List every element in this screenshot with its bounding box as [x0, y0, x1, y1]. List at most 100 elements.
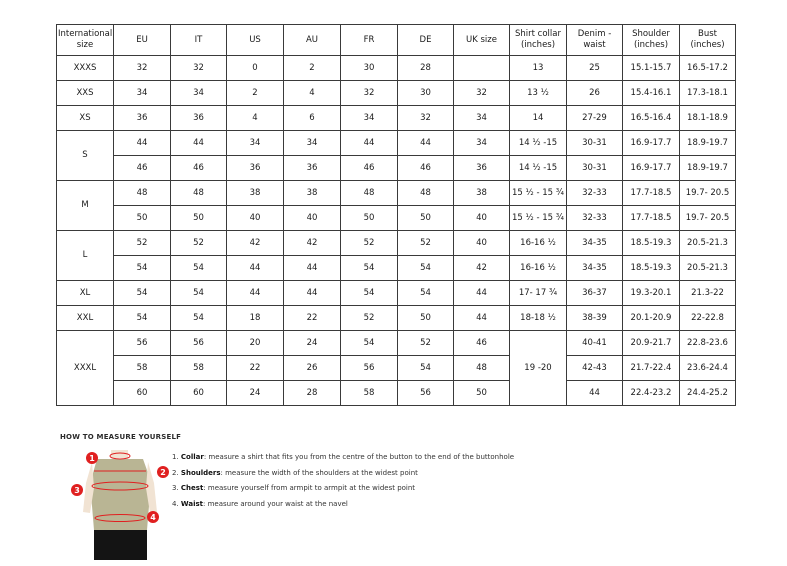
- shoulder-cell: 20.1-20.9: [622, 305, 680, 331]
- fr-cell: 58: [340, 380, 398, 406]
- column-header: Denim - waist: [566, 24, 623, 56]
- fr-cell: 30: [340, 55, 398, 81]
- fr-cell: 56: [340, 355, 398, 381]
- eu-cell: 44: [113, 130, 171, 156]
- column-header: EU: [113, 24, 171, 56]
- column-header: Shirt collar (inches): [509, 24, 567, 56]
- us-cell: 24: [226, 380, 284, 406]
- body-measure-figure: 1 2 3 4: [70, 450, 170, 560]
- collar-cell: 16-16 ½: [509, 230, 567, 256]
- uk-cell: 34: [453, 105, 510, 131]
- shoulder-cell: 22.4-23.2: [622, 380, 680, 406]
- uk-cell: 50: [453, 380, 510, 406]
- us-cell: 20: [226, 330, 284, 356]
- column-header: US: [226, 24, 284, 56]
- de-cell: 50: [397, 305, 454, 331]
- us-cell: 18: [226, 305, 284, 331]
- shoulder-cell: 16.9-17.7: [622, 155, 680, 181]
- de-cell: 56: [397, 380, 454, 406]
- us-cell: 4: [226, 105, 284, 131]
- international-size-cell: XXL: [56, 305, 114, 331]
- denim-cell: 32-33: [566, 205, 623, 231]
- fr-cell: 32: [340, 80, 398, 106]
- figure-trousers: [94, 530, 147, 560]
- au-cell: 34: [283, 130, 341, 156]
- au-cell: 22: [283, 305, 341, 331]
- fr-cell: 52: [340, 230, 398, 256]
- collar-cell: 14 ½ -15: [509, 130, 567, 156]
- collar-cell: 13: [509, 55, 567, 81]
- collar-cell: 16-16 ½: [509, 255, 567, 281]
- bust-cell: 18.1-18.9: [679, 105, 736, 131]
- shoulder-cell: 21.7-22.4: [622, 355, 680, 381]
- it-cell: 54: [170, 305, 227, 331]
- de-cell: 44: [397, 130, 454, 156]
- uk-cell: 40: [453, 230, 510, 256]
- us-cell: 38: [226, 180, 284, 206]
- uk-cell: 40: [453, 205, 510, 231]
- us-cell: 2: [226, 80, 284, 106]
- collar-cell: 15 ½ - 15 ¾: [509, 205, 567, 231]
- shoulder-cell: 15.4-16.1: [622, 80, 680, 106]
- shoulder-cell: 18.5-19.3: [622, 230, 680, 256]
- de-cell: 52: [397, 330, 454, 356]
- au-cell: 2: [283, 55, 341, 81]
- denim-cell: 36-37: [566, 280, 623, 306]
- measure-heading: HOW TO MEASURE YOURSELF: [60, 433, 182, 441]
- au-cell: 36: [283, 155, 341, 181]
- denim-cell: 26: [566, 80, 623, 106]
- measure-step-4: 4. Waist: measure around your waist at t…: [172, 499, 514, 515]
- denim-cell: 30-31: [566, 155, 623, 181]
- eu-cell: 46: [113, 155, 171, 181]
- bust-cell: 16.5-17.2: [679, 55, 736, 81]
- table-row: 50 50 40 40 50 50 40 15 ½ - 15 ¾ 32-33 17.7-18.5 1…: [57, 205, 736, 231]
- step-text: : measure a shirt that fits you from the…: [203, 453, 515, 461]
- shoulder-cell: 18.5-19.3: [622, 255, 680, 281]
- measure-step-3: 3. Chest: measure yourself from armpit t…: [172, 483, 514, 499]
- au-cell: 44: [283, 280, 341, 306]
- fr-cell: 48: [340, 180, 398, 206]
- collar-measure-line: [109, 452, 131, 460]
- fr-cell: 54: [340, 280, 398, 306]
- us-cell: 22: [226, 355, 284, 381]
- table-row: 54 54 44 44 54 54 42 16-16 ½ 34-35 18.5-19.3 20.5-…: [57, 255, 736, 281]
- eu-cell: 54: [113, 305, 171, 331]
- eu-cell: 34: [113, 80, 171, 106]
- shoulder-cell: 17.7-18.5: [622, 205, 680, 231]
- measure-steps-list: 1. Collar: measure a shirt that fits you…: [172, 452, 514, 514]
- uk-cell: 34: [453, 130, 510, 156]
- international-size-cell: M: [56, 180, 114, 231]
- figure-neck: [111, 450, 128, 458]
- eu-cell: 54: [113, 280, 171, 306]
- step-number: 4.: [172, 499, 179, 508]
- collar-cell: 13 ½: [509, 80, 567, 106]
- uk-cell: 44: [453, 305, 510, 331]
- it-cell: 46: [170, 155, 227, 181]
- collar-cell: 14: [509, 105, 567, 131]
- step-number: 2.: [172, 468, 179, 477]
- denim-cell: 34-35: [566, 255, 623, 281]
- column-header: IT: [170, 24, 227, 56]
- au-cell: 4: [283, 80, 341, 106]
- us-cell: 0: [226, 55, 284, 81]
- international-size-cell: XXXS: [56, 55, 114, 81]
- column-header: AU: [283, 24, 341, 56]
- au-cell: 24: [283, 330, 341, 356]
- table-row: XXS 34 34 2 4 32 30 32 13 ½ 26 15.4-16.1 17.3-18.1: [56, 80, 736, 106]
- it-cell: 54: [170, 280, 227, 306]
- measure-step-1: 1. Collar: measure a shirt that fits you…: [172, 452, 514, 468]
- svg-text:1: 1: [89, 454, 95, 463]
- de-cell: 50: [397, 205, 454, 231]
- uk-cell: 42: [453, 255, 510, 281]
- it-cell: 54: [170, 255, 227, 281]
- international-size-cell: S: [56, 130, 114, 181]
- international-size-cell: XS: [56, 105, 114, 131]
- column-header: International size: [56, 24, 114, 56]
- bust-cell: 18.9-19.7: [679, 155, 736, 181]
- bust-cell: 22.8-23.6: [679, 330, 736, 356]
- it-cell: 48: [170, 180, 227, 206]
- figure-left-arm: [83, 462, 94, 513]
- au-cell: 40: [283, 205, 341, 231]
- step-number: 1.: [172, 453, 179, 461]
- bust-cell: 17.3-18.1: [679, 80, 736, 106]
